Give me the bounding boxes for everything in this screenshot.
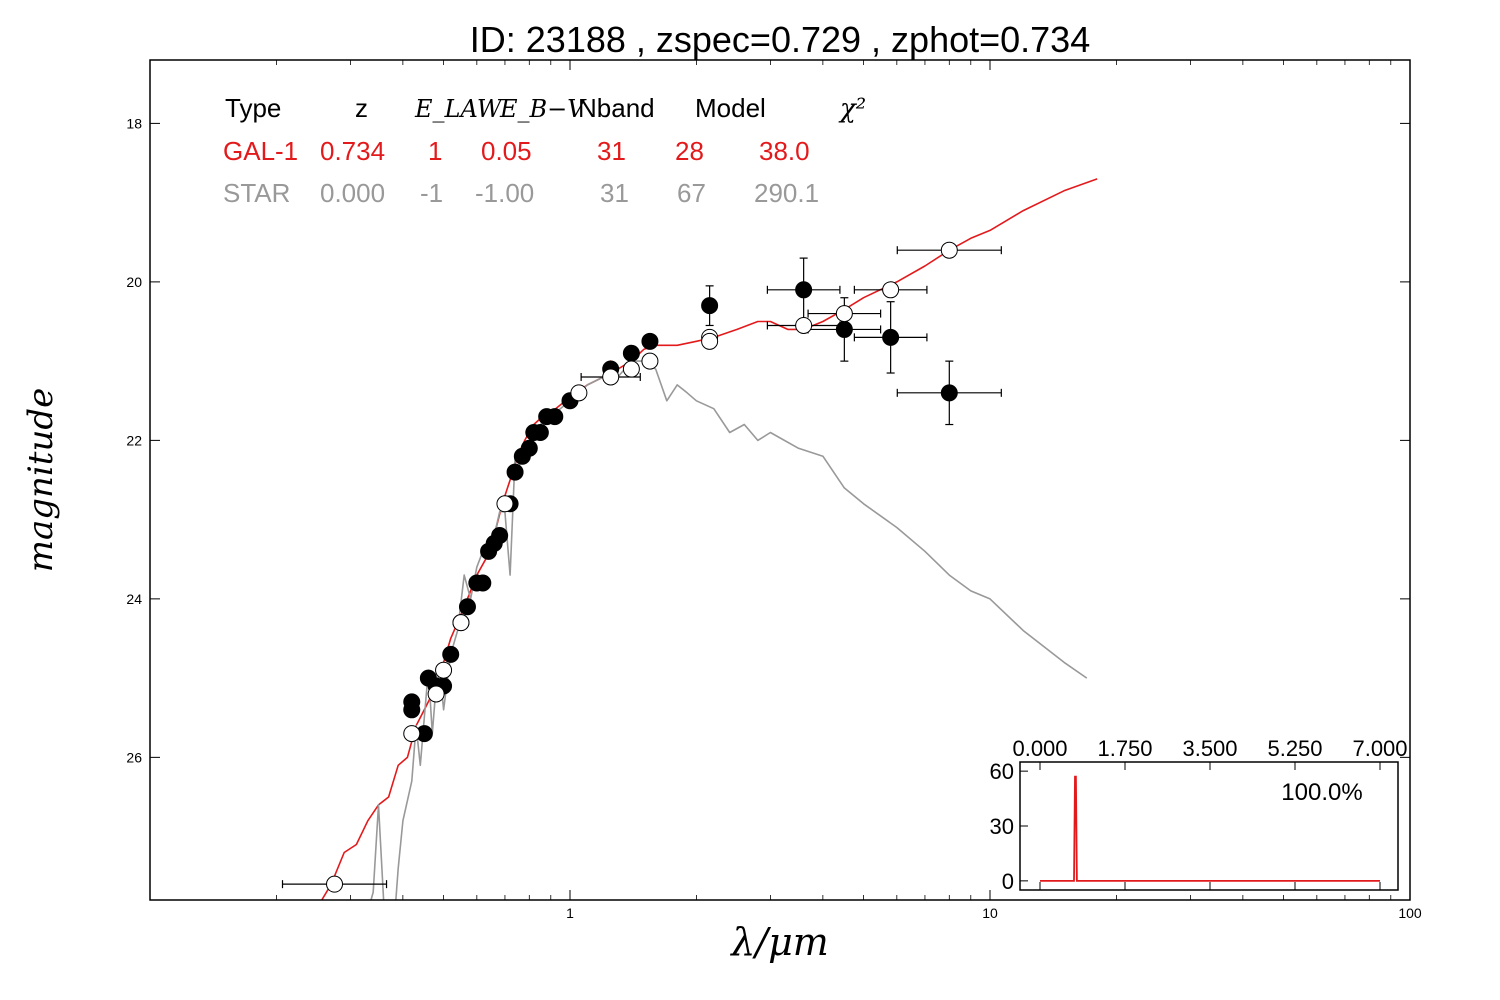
observed-data-point xyxy=(520,439,538,457)
observed-data-point xyxy=(701,297,719,315)
row-gal-z: 0.734 xyxy=(320,136,385,166)
main-points-group xyxy=(281,241,1002,893)
inset-pdz-line xyxy=(1040,775,1380,882)
table-header-nband: Nband xyxy=(578,93,655,123)
row-gal-elaw: 1 xyxy=(428,136,442,166)
observed-data-point xyxy=(458,598,476,616)
row-star-z: 0.000 xyxy=(320,178,385,208)
model-data-point xyxy=(435,661,453,679)
model-data-point xyxy=(835,305,853,323)
inset-x-tick-label: 3.500 xyxy=(1182,736,1237,761)
y-tick-label: 22 xyxy=(126,432,142,448)
inset-x-tick-label: 0.000 xyxy=(1012,736,1067,761)
row-star-model: 67 xyxy=(677,178,706,208)
model-data-point xyxy=(570,384,588,402)
table-header-z: z xyxy=(355,93,368,123)
model-data-point xyxy=(496,495,514,513)
inset-background xyxy=(1020,762,1398,890)
table-header-elaw: E_LAW xyxy=(414,95,504,123)
observed-data-point xyxy=(403,701,421,719)
y-tick-label: 18 xyxy=(126,115,142,131)
y-tick-label: 20 xyxy=(126,274,142,290)
observed-data-point xyxy=(882,328,900,346)
model-data-point xyxy=(882,281,900,299)
observed-data-point xyxy=(622,344,640,362)
table-header-model: Model xyxy=(695,93,766,123)
row-star-ebv: -1.00 xyxy=(475,178,534,208)
row-gal-type: GAL-1 xyxy=(223,136,298,166)
observed-data-point xyxy=(940,384,958,402)
observed-data-point xyxy=(641,332,659,350)
main-series-group xyxy=(320,178,1098,900)
y-tick-label: 26 xyxy=(126,749,142,765)
model-data-point xyxy=(602,368,620,386)
table-header-type: Type xyxy=(225,93,281,123)
inset-x-tick-label: 1.750 xyxy=(1097,736,1152,761)
series-line-gal-1 xyxy=(320,178,1098,900)
row-star-nband: 31 xyxy=(600,178,629,208)
inset-series-group xyxy=(1040,775,1380,882)
model-data-point xyxy=(795,316,813,334)
inset-y-tick-label: 60 xyxy=(990,759,1014,784)
model-data-point xyxy=(940,241,958,259)
observed-data-point xyxy=(531,423,549,441)
series-line-star xyxy=(370,360,1088,900)
model-data-point xyxy=(452,614,470,632)
y-axis-label: magnitude xyxy=(21,388,61,573)
inset-y-tick-label: 0 xyxy=(1002,869,1014,894)
inset-percent-label: 100.0% xyxy=(1281,779,1362,806)
observed-data-point xyxy=(795,281,813,299)
row-star-type: STAR xyxy=(223,178,290,208)
row-star-chi2: 290.1 xyxy=(754,178,819,208)
chart-title: ID: 23188 , zspec=0.729 , zphot=0.734 xyxy=(470,19,1090,60)
row-gal-ebv: 0.05 xyxy=(481,136,532,166)
model-data-point xyxy=(427,685,445,703)
inset-x-tick-label: 5.250 xyxy=(1267,736,1322,761)
row-gal-nband: 31 xyxy=(597,136,626,166)
model-data-point xyxy=(701,332,719,350)
observed-data-point xyxy=(506,463,524,481)
x-tick-label: 10 xyxy=(982,905,998,921)
model-data-point xyxy=(326,875,344,893)
main-plot-frame xyxy=(149,59,1411,901)
table-header-ebv: E_B−V xyxy=(499,95,587,123)
x-tick-label: 1 xyxy=(566,905,574,921)
model-data-point xyxy=(403,725,421,743)
x-axis-label: λ/μm xyxy=(729,920,829,964)
observed-data-point xyxy=(835,320,853,338)
table-header-chi2: χ² xyxy=(838,94,866,124)
observed-data-point xyxy=(474,574,492,592)
row-star-elaw: -1 xyxy=(420,178,443,208)
observed-data-point xyxy=(546,408,564,426)
inset-x-tick-label: 7.000 xyxy=(1352,736,1407,761)
model-data-point xyxy=(641,352,659,370)
x-tick-label: 100 xyxy=(1398,905,1422,921)
inset-frame xyxy=(1019,761,1399,891)
inset-y-tick-label: 30 xyxy=(990,814,1014,839)
inset-axis-ticks: 0.000 1.750 3.500 5.250 7.000 0 30 60 xyxy=(990,736,1408,894)
y-tick-label: 24 xyxy=(126,591,142,607)
row-gal-model: 28 xyxy=(675,136,704,166)
fit-summary-table: Type z E_LAW E_B−V Nband Model χ² GAL-1 … xyxy=(223,93,866,208)
observed-data-point xyxy=(491,526,509,544)
observed-data-point xyxy=(442,645,460,663)
model-data-point xyxy=(622,360,640,378)
row-gal-chi2: 38.0 xyxy=(759,136,810,166)
